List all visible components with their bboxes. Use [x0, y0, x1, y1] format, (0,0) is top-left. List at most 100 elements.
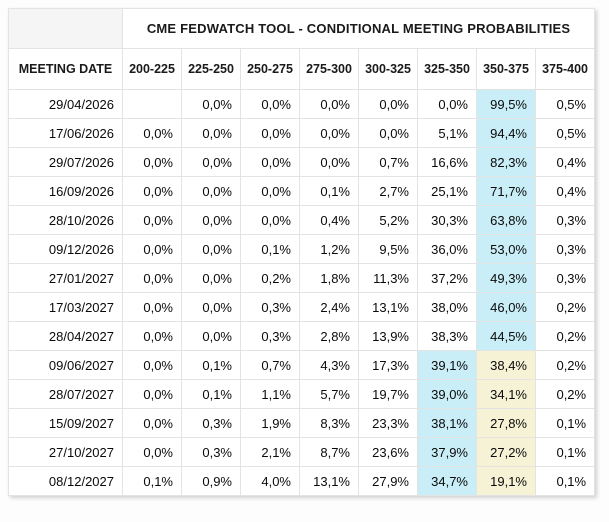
probability-cell: 0,3%	[240, 292, 300, 322]
probability-cell: 0,0%	[122, 147, 182, 177]
probability-cell: 0,1%	[181, 379, 241, 409]
probability-cell: 53,0%	[476, 234, 536, 264]
probability-cell: 37,9%	[417, 437, 477, 467]
probability-cell: 39,0%	[417, 379, 477, 409]
probability-cell: 0,1%	[299, 176, 359, 206]
table-row: 28/07/2027 0,0% 0,1% 1,1% 5,7% 19,7% 39,0% 34,1…	[8, 379, 596, 409]
probability-cell: 38,1%	[417, 408, 477, 438]
title-row: CME FEDWATCH TOOL - CONDITIONAL MEETING …	[8, 8, 596, 49]
probability-cell: 0,7%	[240, 350, 300, 380]
probability-cell: 0,0%	[122, 321, 182, 351]
probability-cell: 71,7%	[476, 176, 536, 206]
probability-cell: 4,3%	[299, 350, 359, 380]
probability-cell: 0,0%	[181, 205, 241, 235]
probability-cell: 0,2%	[534, 321, 596, 351]
probability-cell: 0,4%	[299, 205, 359, 235]
probability-cell: 0,0%	[181, 176, 241, 206]
meeting-date-cell: 29/07/2026	[8, 147, 123, 177]
probability-cell: 38,0%	[417, 292, 477, 322]
meeting-date-cell: 27/01/2027	[8, 263, 123, 293]
probability-cell: 0,0%	[122, 437, 182, 467]
probability-cell: 0,2%	[534, 292, 596, 322]
probability-cell: 0,0%	[122, 234, 182, 264]
probability-cell: 39,1%	[417, 350, 477, 380]
column-header-rate-range: 325-350	[417, 48, 477, 90]
probability-cell: 27,2%	[476, 437, 536, 467]
column-header-rate-range: 300-325	[358, 48, 418, 90]
table-row: 29/07/2026 0,0% 0,0% 0,0% 0,0% 0,7% 16,6% 82,3%…	[8, 147, 596, 177]
probability-cell: 0,0%	[181, 321, 241, 351]
probability-cell: 0,4%	[534, 176, 596, 206]
probability-cell: 38,4%	[476, 350, 536, 380]
probability-cell: 13,1%	[358, 292, 418, 322]
probability-cell: 5,1%	[417, 118, 477, 148]
probability-cell: 0,1%	[534, 437, 596, 467]
probability-cell: 13,1%	[299, 466, 359, 496]
probability-cell: 0,3%	[534, 234, 596, 264]
probability-cell: 0,3%	[534, 205, 596, 235]
column-header-rate-range: 250-275	[240, 48, 300, 90]
probability-cell: 5,7%	[299, 379, 359, 409]
probability-cell: 0,5%	[534, 89, 596, 119]
probability-cell: 0,0%	[122, 205, 182, 235]
table-row: 29/04/2026 0,0% 0,0% 0,0% 0,0% 0,0% 99,5% 0,5%	[8, 89, 596, 119]
probability-cell: 9,5%	[358, 234, 418, 264]
probability-cell: 0,0%	[122, 263, 182, 293]
probability-cell: 2,1%	[240, 437, 300, 467]
column-header-rate-range: 225-250	[181, 48, 241, 90]
column-header-rate-range: 200-225	[122, 48, 182, 90]
column-header-rate-range: 350-375	[476, 48, 536, 90]
probability-cell: 34,7%	[417, 466, 477, 496]
meeting-date-cell: 28/07/2027	[8, 379, 123, 409]
table-row: 17/03/2027 0,0% 0,0% 0,3% 2,4% 13,1% 38,0% 46,0…	[8, 292, 596, 322]
probability-cell: 0,0%	[240, 147, 300, 177]
probability-cell: 94,4%	[476, 118, 536, 148]
probability-cell: 0,0%	[358, 118, 418, 148]
column-header-rate-range: 375-400	[534, 48, 596, 90]
table-row: 08/12/2027 0,1% 0,9% 4,0% 13,1% 27,9% 34,7% 19,…	[8, 466, 596, 496]
probability-cell: 19,7%	[358, 379, 418, 409]
probability-cell: 0,1%	[181, 350, 241, 380]
probability-cell: 63,8%	[476, 205, 536, 235]
probability-cell: 0,0%	[240, 205, 300, 235]
column-header-meeting-date: MEETING DATE	[8, 48, 123, 90]
meeting-date-cell: 29/04/2026	[8, 89, 123, 119]
probability-cell: 0,1%	[534, 408, 596, 438]
meeting-date-cell: 28/04/2027	[8, 321, 123, 351]
probability-cell: 0,0%	[181, 118, 241, 148]
probability-cell: 36,0%	[417, 234, 477, 264]
table-row: 09/12/2026 0,0% 0,0% 0,1% 1,2% 9,5% 36,0% 53,0%…	[8, 234, 596, 264]
probability-cell: 37,2%	[417, 263, 477, 293]
probability-cell: 13,9%	[358, 321, 418, 351]
probability-cell: 0,0%	[122, 408, 182, 438]
probability-cell: 23,6%	[358, 437, 418, 467]
probability-cell: 8,7%	[299, 437, 359, 467]
meeting-date-cell: 09/06/2027	[8, 350, 123, 380]
probability-cell: 0,0%	[181, 263, 241, 293]
table-row: 27/01/2027 0,0% 0,0% 0,2% 1,8% 11,3% 37,2% 49,3…	[8, 263, 596, 293]
column-header-rate-range: 275-300	[299, 48, 359, 90]
probability-cell: 0,4%	[534, 147, 596, 177]
probability-cell: 1,8%	[299, 263, 359, 293]
probability-cell: 0,7%	[358, 147, 418, 177]
probability-cell: 0,9%	[181, 466, 241, 496]
probability-cell: 30,3%	[417, 205, 477, 235]
probability-cell: 4,0%	[240, 466, 300, 496]
probability-cell: 0,0%	[299, 118, 359, 148]
meeting-date-cell: 15/09/2027	[8, 408, 123, 438]
probability-cell: 82,3%	[476, 147, 536, 177]
probability-cell: 0,0%	[181, 147, 241, 177]
probability-cell: 0,2%	[534, 350, 596, 380]
probability-cell: 0,2%	[240, 263, 300, 293]
meeting-date-cell: 09/12/2026	[8, 234, 123, 264]
probability-cell: 0,0%	[299, 89, 359, 119]
probability-cell: 2,7%	[358, 176, 418, 206]
probability-cell: 0,1%	[240, 234, 300, 264]
probability-cell: 1,2%	[299, 234, 359, 264]
probability-cell: 46,0%	[476, 292, 536, 322]
meeting-date-cell: 27/10/2027	[8, 437, 123, 467]
meeting-date-cell: 17/06/2026	[8, 118, 123, 148]
probability-cell: 0,0%	[299, 147, 359, 177]
probability-cell: 2,8%	[299, 321, 359, 351]
probability-cell: 8,3%	[299, 408, 359, 438]
